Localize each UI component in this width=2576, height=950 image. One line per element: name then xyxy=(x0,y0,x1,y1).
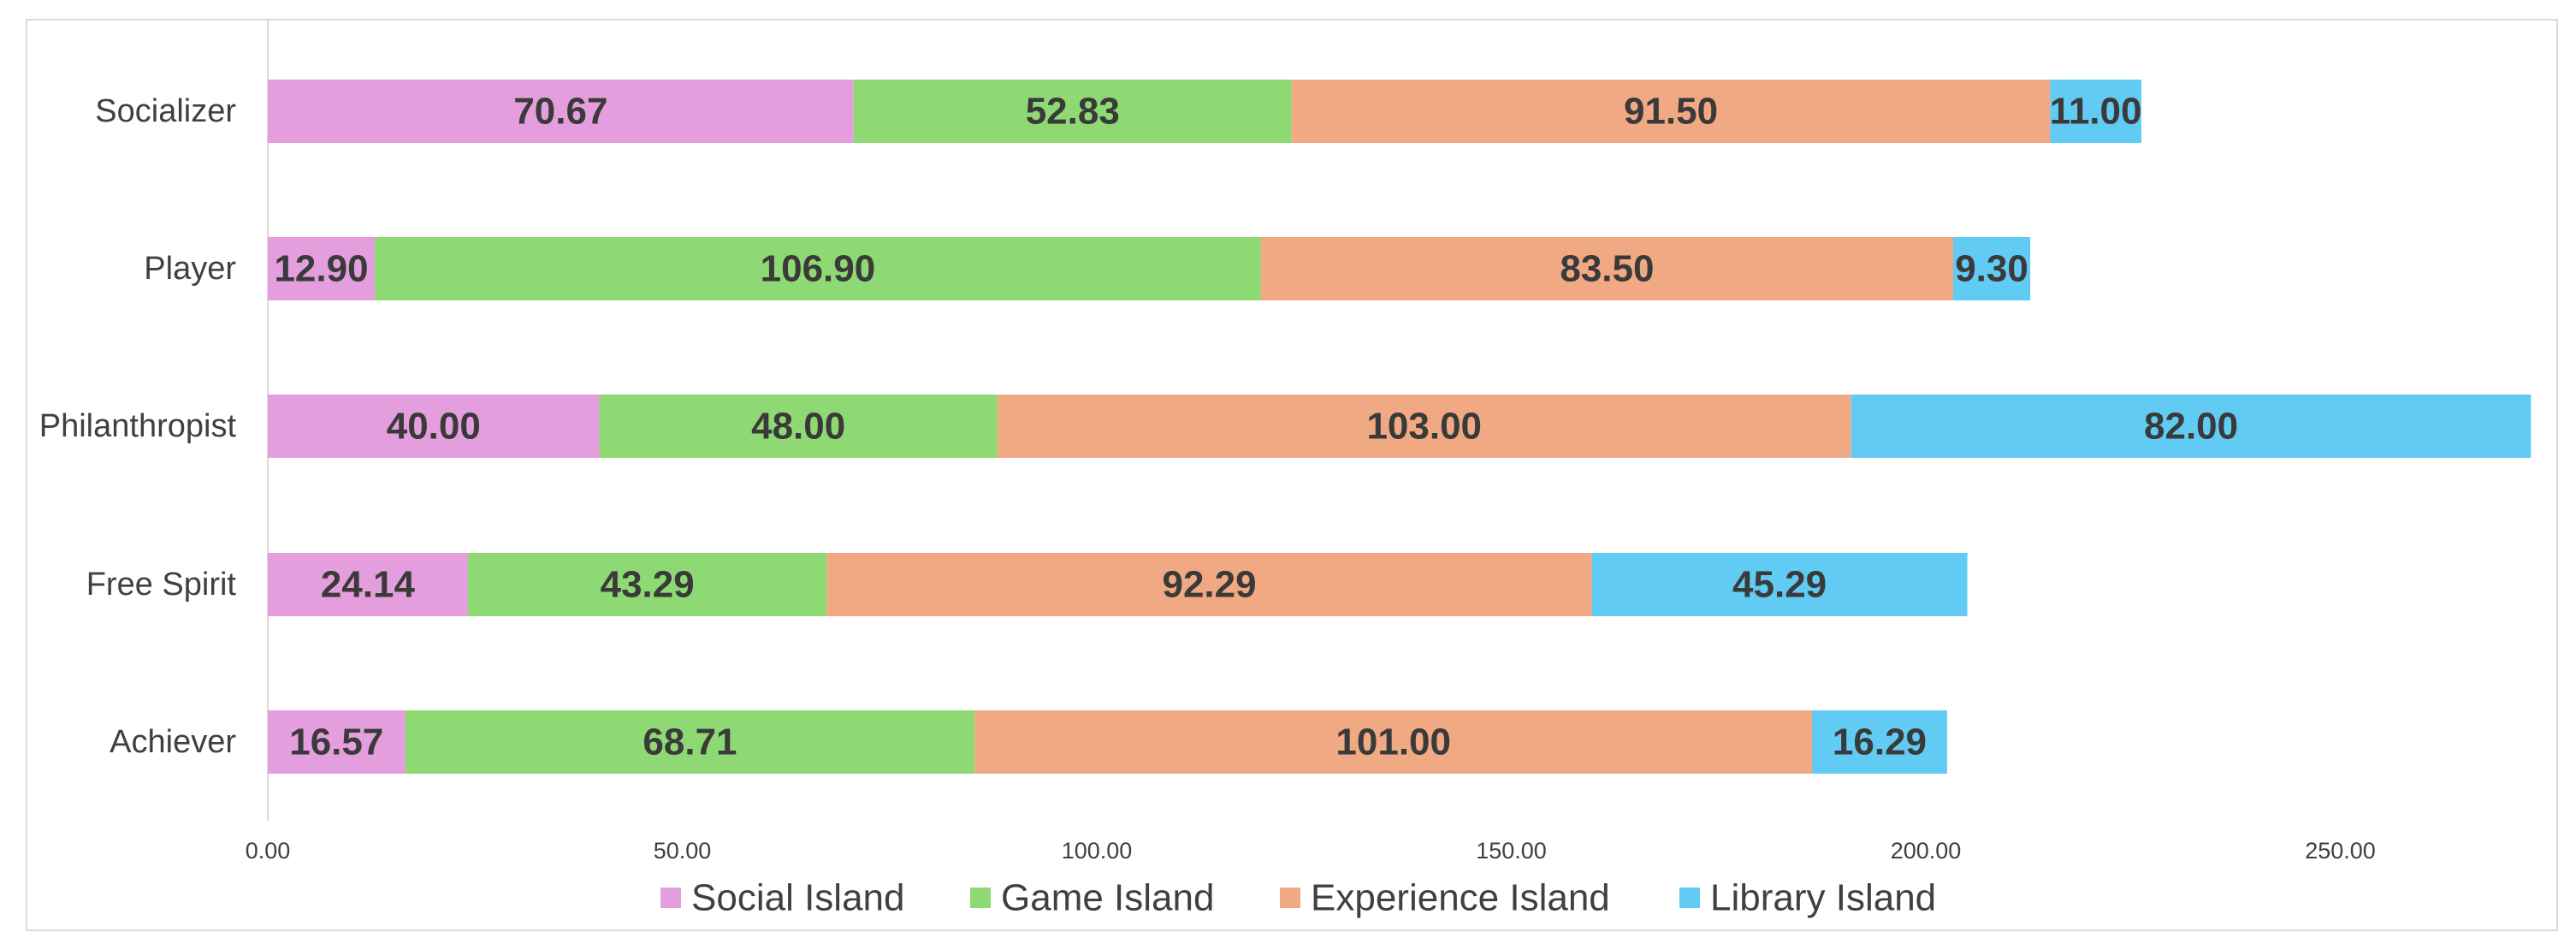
bar-segment xyxy=(405,710,975,774)
bar-segment xyxy=(1591,553,1968,616)
bar-segment xyxy=(268,395,600,458)
data-label: 43.29 xyxy=(601,564,695,606)
legend-label: Social Island xyxy=(691,877,904,919)
data-label: 101.00 xyxy=(1335,721,1451,763)
stacked-bar-chart: 70.67 52.83 91.50 11.00 Socializer 12.90 106.9… xyxy=(39,21,2532,919)
bar-segment xyxy=(467,553,827,616)
legend-label: Library Island xyxy=(1710,877,1936,919)
x-tick-label: 0.00 xyxy=(246,838,291,864)
data-label: 106.90 xyxy=(761,248,876,290)
data-label: 52.83 xyxy=(1026,91,1120,133)
legend-swatch xyxy=(1679,888,1700,908)
data-label: 83.50 xyxy=(1560,248,1654,290)
bar-segment xyxy=(268,553,468,616)
data-label: 16.29 xyxy=(1833,721,1927,763)
bar-segment xyxy=(997,395,1851,458)
data-label: 24.14 xyxy=(321,564,416,606)
bar-segment xyxy=(375,237,1261,300)
data-label: 12.90 xyxy=(274,248,368,290)
legend-swatch xyxy=(970,888,991,908)
category-label: Player xyxy=(144,251,236,287)
legend-label: Game Island xyxy=(1001,877,1214,919)
data-label: 68.71 xyxy=(643,721,737,763)
data-label: 103.00 xyxy=(1366,406,1482,448)
bar-segment xyxy=(268,710,406,774)
category-label: Socializer xyxy=(95,93,236,129)
data-label: 40.00 xyxy=(387,406,481,448)
data-label: 48.00 xyxy=(751,406,845,448)
data-label: 11.00 xyxy=(2050,91,2142,133)
chart-frame: 70.67 52.83 91.50 11.00 Socializer 12.90 106.9… xyxy=(26,19,2558,931)
bar-segment xyxy=(1812,710,1947,774)
bar-segment xyxy=(974,710,1813,774)
data-label: 9.30 xyxy=(1955,248,2028,290)
data-label: 92.29 xyxy=(1162,564,1256,606)
category-label: Philanthropist xyxy=(39,408,237,444)
data-label: 70.67 xyxy=(513,91,607,133)
bar-segment xyxy=(268,80,854,143)
x-tick-label: 150.00 xyxy=(1476,838,1547,864)
bar-segment xyxy=(599,395,998,458)
legend-swatch xyxy=(660,888,681,908)
bar-segment xyxy=(2050,80,2141,143)
bar-segment xyxy=(1260,237,1953,300)
x-tick-label: 100.00 xyxy=(1062,838,1133,864)
data-label: 45.29 xyxy=(1732,564,1827,606)
bar-segment xyxy=(1952,237,2031,300)
category-label: Achiever xyxy=(110,724,236,760)
bar-segment xyxy=(1291,80,2051,143)
bar-segment xyxy=(268,237,376,300)
bar-segment xyxy=(826,553,1592,616)
legend-swatch xyxy=(1280,888,1300,908)
x-tick-label: 250.00 xyxy=(2305,838,2376,864)
category-label: Free Spirit xyxy=(86,567,237,603)
x-tick-label: 50.00 xyxy=(654,838,712,864)
legend-label: Experience Island xyxy=(1311,877,1610,919)
bar-segment xyxy=(853,80,1292,143)
data-label: 91.50 xyxy=(1624,91,1718,133)
x-tick-label: 200.00 xyxy=(1891,838,1962,864)
data-label: 16.57 xyxy=(289,721,383,763)
data-label: 82.00 xyxy=(2144,406,2238,448)
bar-segment xyxy=(1851,395,2532,458)
